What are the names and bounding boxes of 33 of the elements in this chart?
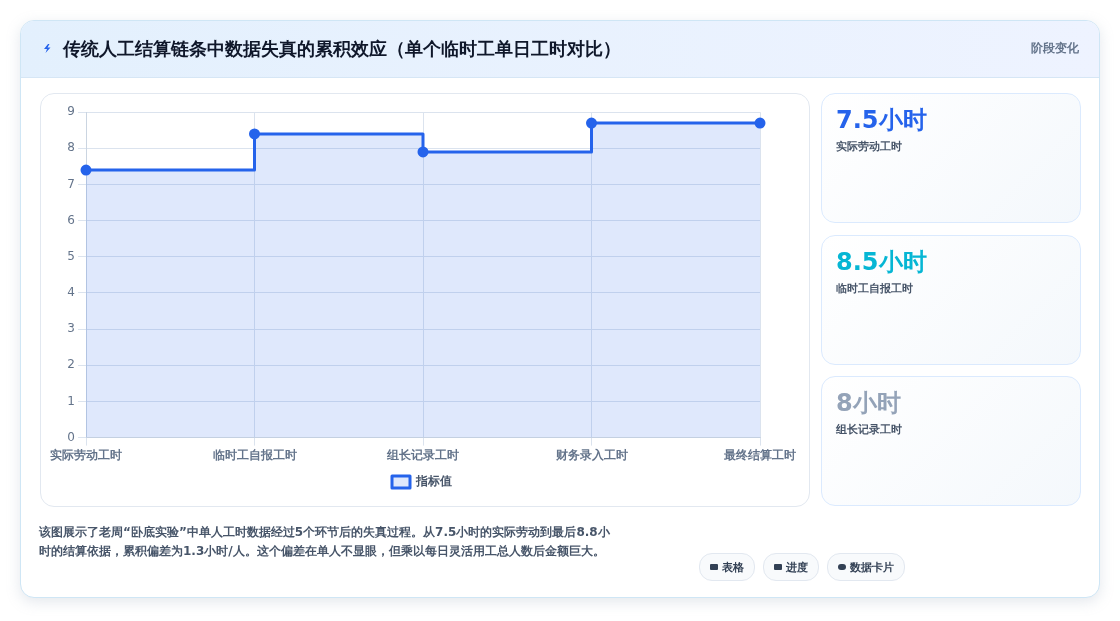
y-tick-label: 9 [67,104,75,119]
point [80,164,92,176]
y-tick-label: 3 [67,321,75,336]
text: 7.5小时 [836,105,927,136]
x-tick-label: 财务录入工时 [554,447,628,462]
legend-label: 指标值 [415,474,452,489]
point [417,146,429,158]
y-tick-label: 2 [67,357,75,372]
text: 该图展示了老周“卧底实验”中单人工时数据经过5个环节后的失真过程。从7.5小时的实际劳动到最后8.8小时的结算依据，累积偏差为1.3小时/人。这个偏差在单人不显眼，但乘以每日灵活用工总人数后金额巨大。 [39,524,611,560]
point [754,117,766,129]
x-tick-label: 实际劳动工时 [50,447,122,462]
text: 临时工自报工时 [836,280,913,296]
x-tick-label: 最终结算工时 [723,447,796,462]
text: 组长记录工时 [836,422,902,437]
text: 实际劳动工时 [836,139,902,154]
y-tick-label: 6 [67,212,75,227]
point [586,117,597,129]
y-tick-label: 8 [67,140,75,155]
y-tick-label: 4 [67,285,75,300]
point [249,128,260,140]
x-tick-label: 组长记录工时 [386,447,459,462]
text: 8小时 [836,388,901,419]
y-tick-label: 0 [67,429,75,444]
text: 表格 [722,559,744,575]
y-tick-label: 7 [67,176,75,191]
text: 阶段变化 [1031,40,1079,57]
chart-title: 传统人工结算链条中数据失真的累积效应（单个临时工单日工时对比） [63,37,621,61]
text: 进度 [786,559,808,575]
text: 8.5小时 [836,246,927,278]
y-tick-label: 5 [67,248,75,263]
y-tick-label: 1 [67,393,75,408]
text: 数据卡片 [850,559,894,575]
x-tick-label: 临时工自报工时 [212,447,297,462]
